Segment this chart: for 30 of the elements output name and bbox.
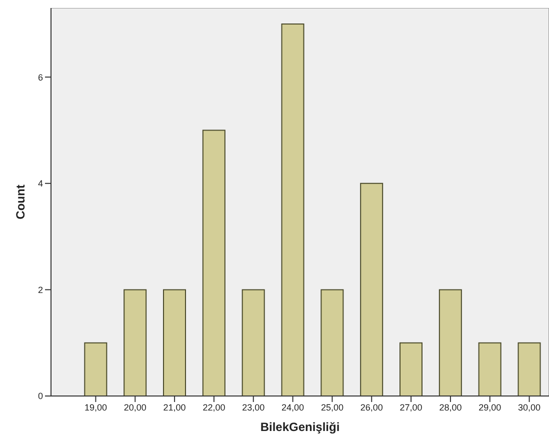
bar [400, 342, 423, 396]
bar [478, 342, 502, 396]
y-tick-label: 4 [38, 178, 43, 189]
x-tick-label: 28,00 [439, 402, 462, 412]
bar [124, 289, 147, 396]
bar [242, 289, 265, 396]
bar [202, 130, 226, 396]
bar [518, 342, 541, 396]
x-tick-label: 23,00 [242, 402, 265, 412]
x-tick-label: 30,00 [518, 402, 541, 412]
x-tick-label: 21,00 [163, 402, 186, 412]
x-tick-label: 25,00 [320, 402, 344, 412]
x-tick-label: 27,00 [400, 402, 422, 412]
x-tick-label: 20,00 [124, 402, 146, 412]
bar [281, 23, 304, 396]
x-tick-label: 22,00 [202, 402, 226, 412]
x-tick-label: 29,00 [478, 402, 502, 412]
bar [84, 342, 108, 396]
y-tick-label: 6 [38, 72, 43, 82]
bar [438, 289, 462, 396]
bar [320, 289, 344, 396]
bar [163, 289, 186, 396]
x-tick-label: 19,00 [84, 402, 107, 412]
x-tick-label: 26,00 [360, 402, 383, 412]
y-tick-label: 0 [38, 391, 43, 402]
y-axis-title: Count [13, 184, 28, 220]
x-tick-label: 24,00 [282, 402, 304, 412]
bar [360, 182, 384, 396]
y-tick-label: 2 [38, 284, 43, 295]
x-axis-title: BilekGenişliği [260, 420, 340, 434]
